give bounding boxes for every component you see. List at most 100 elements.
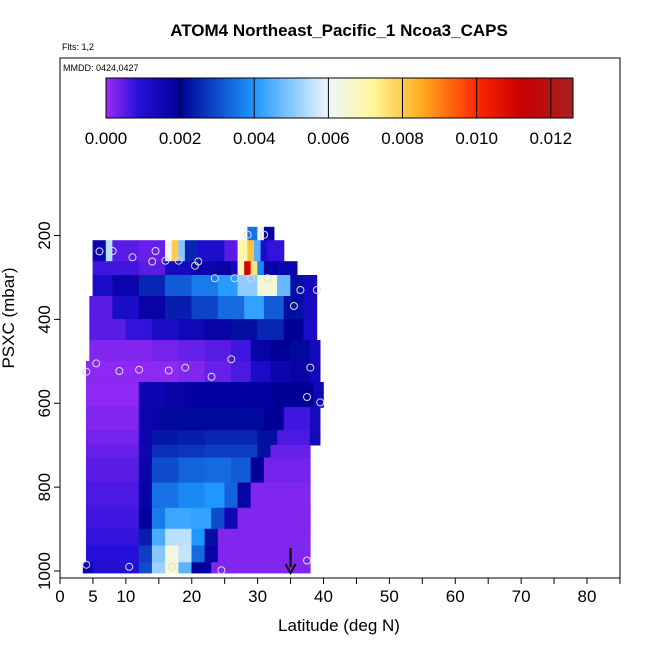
heatmap-cell	[254, 240, 262, 262]
arrow-head	[284, 563, 297, 576]
heatmap-cell	[86, 482, 140, 509]
heatmap-cell	[283, 295, 305, 320]
sample-point	[303, 393, 311, 401]
heatmap-cell	[250, 360, 272, 383]
heatmap-cell	[151, 430, 179, 446]
y-tick-label: 1000	[35, 552, 54, 590]
heatmap-cell	[138, 528, 153, 547]
heatmap-cell	[165, 381, 192, 408]
heatmap-cell	[178, 545, 193, 563]
sample-point	[151, 247, 160, 255]
heatmap-cell	[204, 430, 232, 446]
x-tick-label: 40	[314, 587, 333, 606]
heatmap-cell	[86, 457, 140, 484]
heatmap-cell	[138, 274, 166, 297]
colorbar-fill	[105, 77, 574, 119]
heatmap-cell	[138, 381, 166, 408]
heatmap-cell	[191, 295, 219, 320]
heatmap-cell	[270, 444, 311, 459]
heatmap-cell	[237, 261, 245, 276]
heatmap-cell	[178, 360, 206, 383]
sample-point	[316, 398, 325, 407]
heatmap-cell	[257, 319, 285, 341]
heatmap-cell	[217, 528, 311, 547]
heatmap-cell	[151, 444, 179, 459]
plot-frame	[59, 57, 621, 579]
y-tick-label: 400	[35, 305, 54, 333]
heatmap-cell	[151, 482, 179, 509]
heatmap-cell	[165, 295, 192, 320]
heatmap-cell	[178, 319, 206, 341]
heatmap-cell	[303, 319, 318, 341]
heatmap-cell	[165, 240, 173, 262]
heatmap-cell	[231, 457, 252, 484]
sample-point	[82, 367, 91, 376]
heatmap-cell	[125, 319, 153, 341]
heatmap-cell	[151, 507, 166, 530]
heatmap-cell	[171, 240, 179, 262]
heatmap-cell	[247, 240, 255, 262]
heatmap-cell	[204, 444, 232, 459]
sample-point	[260, 230, 269, 239]
heatmap-cell	[151, 562, 166, 574]
x-tick-label: 5	[88, 587, 97, 606]
heatmap-cell	[151, 339, 179, 362]
sample-point	[115, 367, 124, 375]
heatmap-cell	[89, 339, 153, 362]
heatmap-cell	[138, 407, 160, 431]
heatmap-cell	[86, 444, 140, 459]
colorbar-ticks: 0.000 0.002 0.004 0.006 0.008 0.010 0.012	[85, 78, 572, 148]
heatmap-cell	[204, 482, 225, 509]
heatmap-cell	[296, 381, 314, 408]
heatmap-cell	[250, 261, 258, 276]
x-tick-label: 50	[380, 587, 399, 606]
heatmap-cell	[138, 444, 153, 459]
heatmap-cell	[313, 381, 324, 408]
heatmap-cell	[244, 381, 272, 408]
heatmap-cell	[237, 507, 311, 530]
heatmap-cell	[250, 457, 265, 484]
colorbar-tick-label: 0.006	[307, 129, 350, 148]
heatmap-cell	[158, 407, 193, 431]
y-axis: 200 400 600 800 1000	[35, 221, 60, 590]
heatmap-cell	[86, 545, 140, 563]
heatmap-cell	[92, 240, 107, 262]
heatmap-cell	[138, 457, 153, 484]
heatmap-cell	[165, 507, 192, 530]
heatmap-cell	[277, 430, 311, 446]
x-tick-label: 80	[578, 587, 597, 606]
heatmap-cell	[204, 528, 219, 547]
x-tick-label: 20	[182, 587, 201, 606]
sample-point	[303, 556, 311, 565]
heatmap-cell	[263, 261, 278, 276]
sample-point	[296, 286, 305, 294]
heatmap-cell	[237, 240, 249, 262]
sample-point	[312, 286, 321, 294]
colorbar-tick-label: 0.000	[85, 129, 128, 148]
heatmap-cell	[178, 562, 193, 574]
sample-point	[207, 372, 216, 381]
heatmap-cell	[244, 261, 252, 276]
y-tick-label: 800	[35, 473, 54, 501]
chart-title: ATOM4 Northeast_Pacific_1 Ncoa3_CAPS	[170, 21, 508, 40]
heatmap-cell	[86, 507, 140, 530]
colorbar-tick-label: 0.008	[381, 129, 424, 148]
heatmap-cell	[257, 430, 278, 446]
heatmap-cell	[217, 407, 245, 431]
sample-point	[181, 363, 190, 372]
heatmap-cell	[191, 407, 219, 431]
heatmap-cell	[231, 360, 252, 383]
location-arrow	[284, 547, 297, 576]
heatmap-cell	[303, 295, 318, 320]
heatmap-cell	[151, 545, 166, 563]
heatmap-cell	[138, 430, 153, 446]
sample-point	[95, 247, 104, 256]
heatmap-cell	[283, 407, 311, 431]
sample-point	[125, 562, 134, 571]
heatmap-cell	[250, 482, 311, 509]
heatmap-cell	[178, 482, 206, 509]
heatmap-cell	[237, 482, 252, 509]
heatmap-cell	[250, 339, 272, 362]
sample-point	[161, 256, 170, 265]
